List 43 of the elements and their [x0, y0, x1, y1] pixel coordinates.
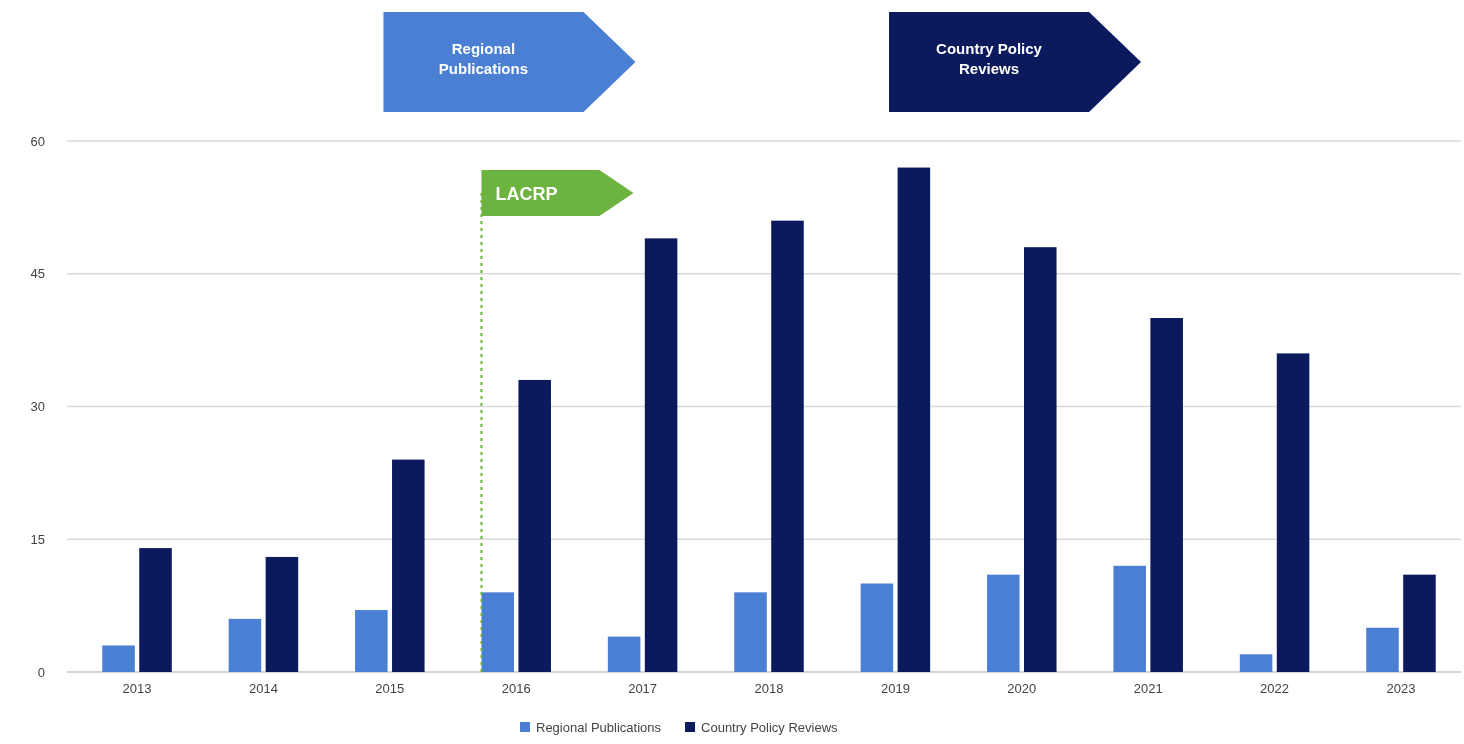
legend-label: Country Policy Reviews [701, 720, 839, 735]
bar [1113, 565, 1146, 672]
bar [1366, 627, 1399, 672]
bar [139, 548, 172, 672]
y-tick-label: 45 [30, 266, 45, 282]
x-tick-label: 2014 [248, 681, 278, 697]
bar [1276, 353, 1310, 672]
bar [644, 238, 678, 672]
y-tick-label: 30 [30, 399, 45, 415]
x-tick-label: 2015 [375, 681, 405, 697]
bar [987, 574, 1020, 672]
x-tick-label: 2013 [122, 681, 152, 697]
text: Regional Publications [438, 40, 529, 77]
x-tick-label: 2023 [1386, 681, 1416, 697]
bar [1239, 654, 1273, 672]
bar [355, 610, 388, 672]
x-tick-label: 2021 [1133, 681, 1163, 697]
bar [481, 592, 514, 672]
y-tick-label: 15 [30, 531, 45, 547]
y-tick-label: 60 [30, 133, 45, 149]
bar [102, 645, 135, 672]
text: Country Policy Reviews [936, 40, 1043, 77]
bar [1150, 318, 1183, 672]
bar [897, 167, 931, 672]
bar [607, 636, 641, 672]
bar [1024, 247, 1057, 672]
x-tick-label: 2018 [754, 681, 784, 697]
bar [860, 583, 894, 672]
bar [771, 220, 804, 672]
x-tick-label: 2020 [1007, 681, 1037, 697]
bar [1403, 574, 1436, 672]
bar [265, 556, 299, 672]
y-tick-label: 0 [37, 664, 45, 680]
legend-label: Regional Publications [536, 720, 662, 735]
x-tick-label: 2016 [501, 681, 531, 697]
bar [518, 379, 551, 672]
x-tick-label: 2017 [628, 681, 658, 697]
x-tick-label: 2022 [1260, 681, 1290, 697]
bar [392, 459, 425, 672]
bar [734, 592, 767, 672]
bar [228, 618, 262, 672]
x-tick-label: 2019 [880, 681, 910, 697]
ref-line-label: LACRP [495, 184, 558, 204]
